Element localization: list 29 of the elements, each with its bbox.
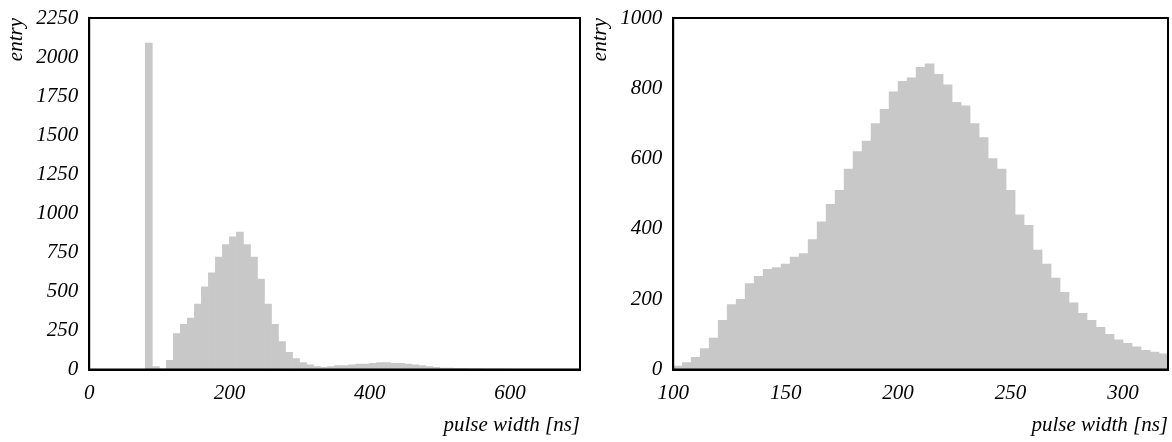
x-tick-label: 200 xyxy=(213,379,246,404)
x-tick-label: 200 xyxy=(882,379,915,404)
y-tick-label: 250 xyxy=(46,317,79,342)
y-tick-label: 2250 xyxy=(36,4,79,29)
x-tick-label: 250 xyxy=(994,379,1027,404)
x-tick-label: 300 xyxy=(1106,379,1140,404)
x-axis-title: pulse width [ns] xyxy=(441,411,580,436)
x-tick-label: 150 xyxy=(769,379,802,404)
y-tick-label: 1000 xyxy=(36,199,79,224)
y-tick-label: 800 xyxy=(630,74,663,99)
x-tick-label: 400 xyxy=(353,379,386,404)
y-tick-label: 1000 xyxy=(620,4,663,29)
y-tick-label: 1250 xyxy=(36,160,79,185)
y-tick-label: 2000 xyxy=(36,43,79,68)
y-tick-label: 500 xyxy=(46,277,79,302)
y-axis-title: entry xyxy=(3,17,28,62)
y-tick-label: 0 xyxy=(67,356,79,381)
y-tick-label: 1500 xyxy=(36,121,79,146)
y-axis-title: entry xyxy=(587,17,612,62)
y-tick-label: 600 xyxy=(630,145,663,170)
x-axis-title: pulse width [ns] xyxy=(1029,411,1168,436)
y-tick-label: 750 xyxy=(46,238,79,263)
x-tick-label: 100 xyxy=(657,379,690,404)
y-tick-label: 1750 xyxy=(36,82,79,107)
x-tick-label: 600 xyxy=(494,379,527,404)
y-tick-label: 0 xyxy=(651,356,663,381)
x-tick-label: 0 xyxy=(83,379,95,404)
y-tick-label: 400 xyxy=(630,215,663,240)
y-tick-label: 200 xyxy=(630,285,663,310)
